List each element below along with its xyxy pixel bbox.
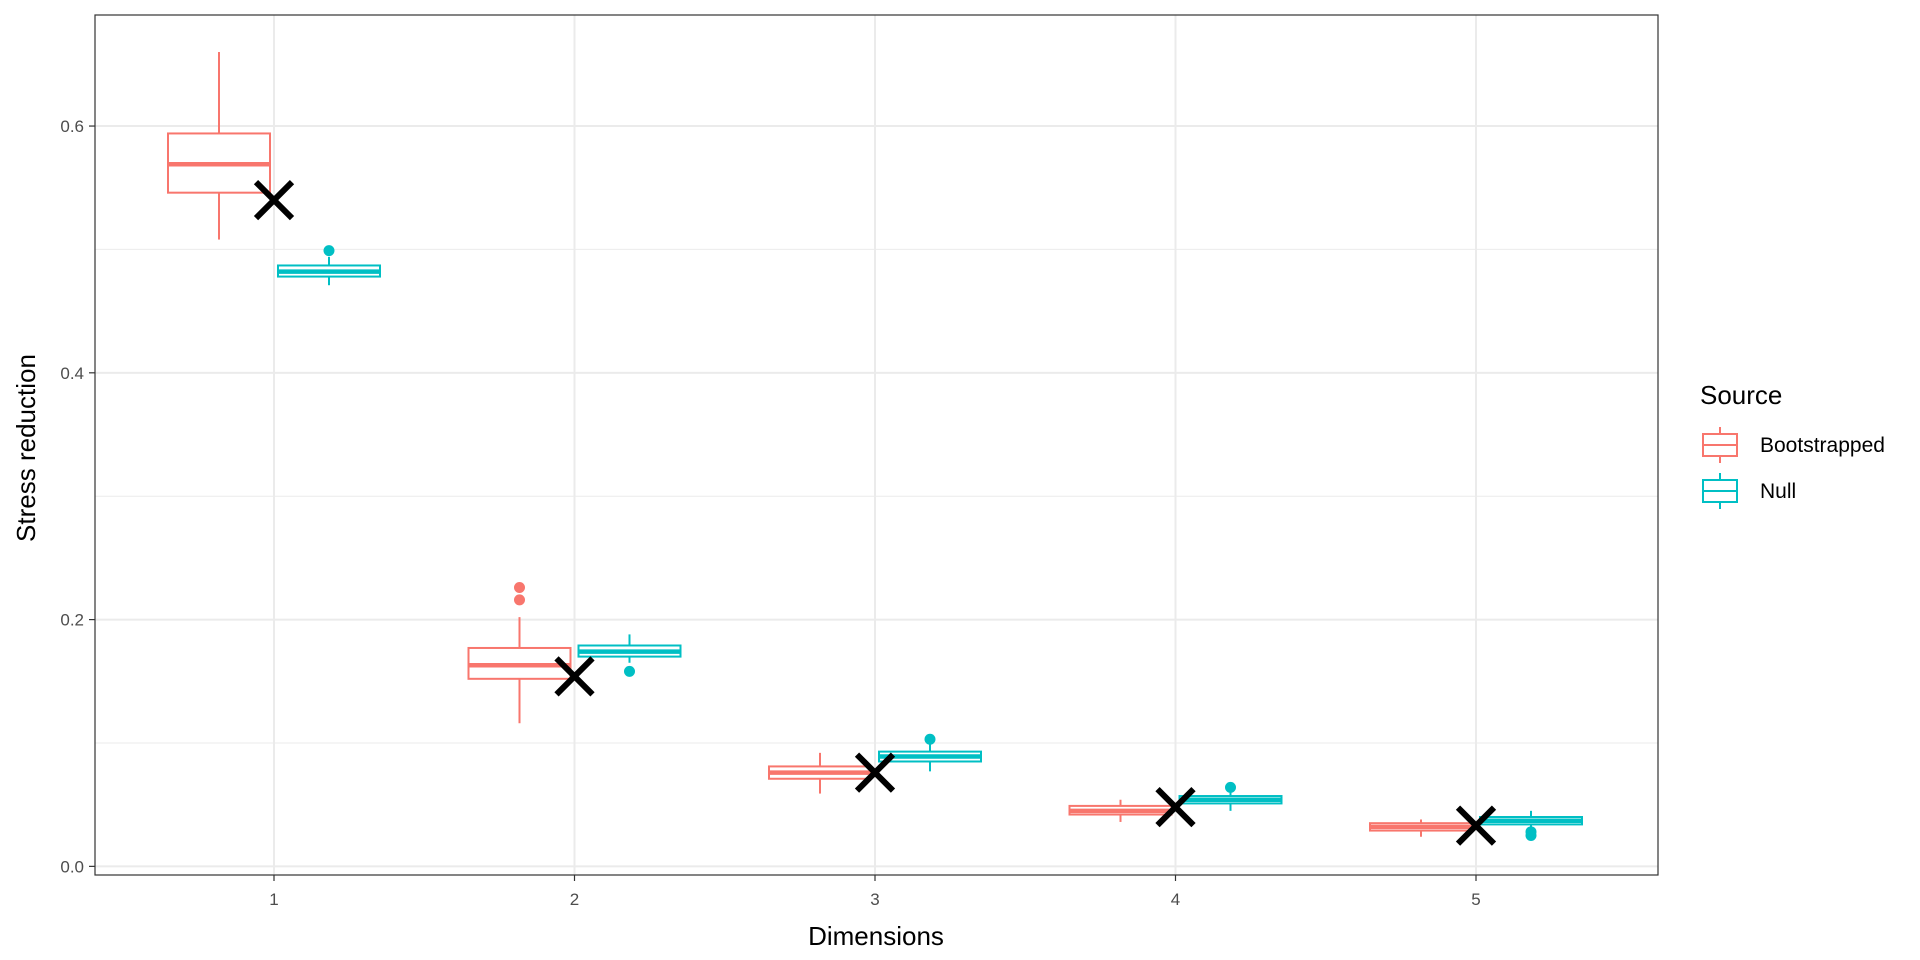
x-axis: 1 2 3 4 5	[269, 875, 1481, 909]
outlier-point	[323, 245, 335, 257]
boxes-layer	[167, 52, 1583, 842]
marker-stroke	[253, 179, 295, 221]
observed-marker	[253, 179, 295, 221]
x-tick-label: 3	[870, 890, 879, 909]
marker-stroke	[1455, 805, 1497, 846]
observed-marker	[1155, 787, 1196, 828]
legend-title: Source	[1700, 380, 1782, 410]
y-axis: 0.0 0.2 0.4 0.6	[60, 117, 95, 876]
legend-items: Bootstrapped Null	[1702, 427, 1885, 509]
marker-stroke	[1155, 787, 1196, 828]
legend-label: Bootstrapped	[1760, 434, 1885, 457]
x-axis-title: Dimensions	[808, 921, 944, 951]
outlier-point	[1525, 830, 1537, 842]
box-bootstrapped-2	[467, 582, 572, 724]
x-tick-label: 5	[1471, 890, 1480, 909]
legend-item-bootstrapped: Bootstrapped	[1702, 427, 1885, 463]
observed-marker	[854, 752, 896, 793]
box-null-1	[277, 245, 381, 286]
y-tick-label: 0.6	[60, 117, 84, 136]
outlier-point	[624, 665, 635, 677]
observed-marker	[1455, 805, 1497, 846]
box-null-5	[1479, 810, 1583, 842]
x-tick-label: 1	[269, 890, 278, 909]
y-axis-title: Stress reduction	[11, 354, 41, 542]
box-null-2	[577, 634, 682, 677]
outlier-point	[514, 582, 525, 594]
x-tick-label: 4	[1171, 890, 1180, 909]
legend-label: Null	[1760, 480, 1796, 503]
box-bootstrapped-1	[167, 52, 271, 240]
legend-item-null: Null	[1702, 473, 1796, 509]
outlier-point	[514, 594, 525, 606]
marker-stroke	[554, 656, 595, 697]
outlier-point	[924, 733, 936, 745]
marker-stroke	[854, 752, 896, 793]
plot-panel	[95, 15, 1658, 875]
plot-panel-border	[94, 14, 1659, 876]
y-tick-label: 0.4	[60, 364, 84, 383]
observed-markers-layer	[253, 179, 1497, 846]
y-tick-label: 0.0	[60, 857, 84, 876]
y-tick-label: 0.2	[60, 611, 84, 630]
observed-marker	[554, 656, 595, 697]
legend: Source Bootstrapped Null	[1700, 380, 1885, 509]
box-null-3	[878, 733, 982, 772]
gridlines	[95, 15, 1658, 875]
x-tick-label: 2	[570, 890, 579, 909]
outlier-point	[1225, 781, 1236, 793]
